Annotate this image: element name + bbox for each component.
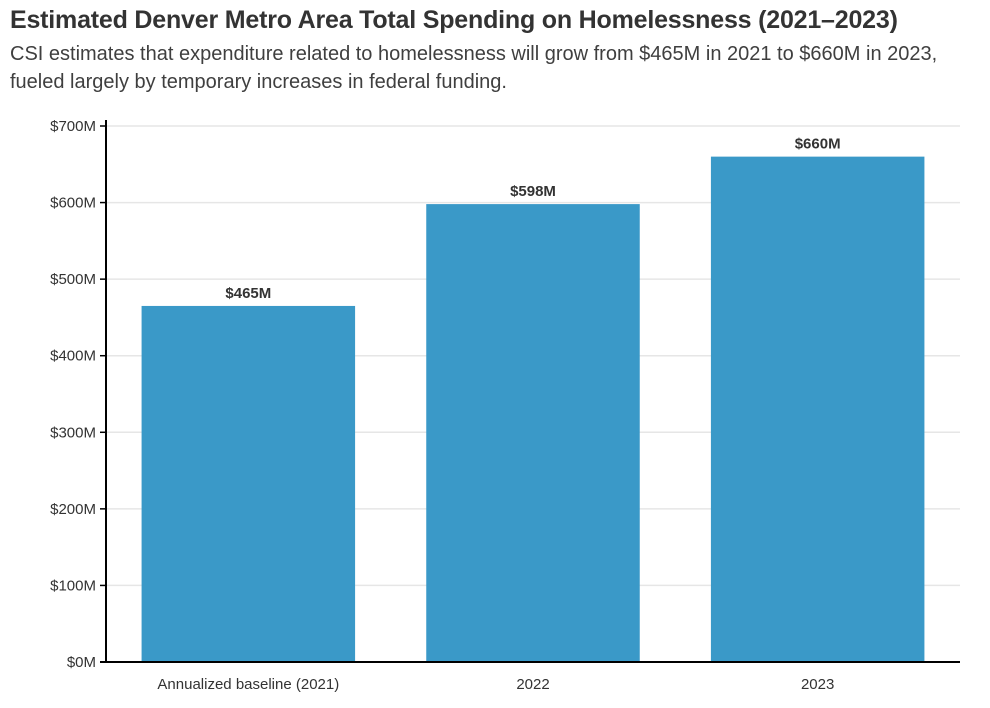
bar <box>710 156 925 662</box>
chart-title: Estimated Denver Metro Area Total Spendi… <box>10 6 898 34</box>
y-tick-label: $500M <box>50 271 96 288</box>
chart-subtitle: CSI estimates that expenditure related t… <box>10 43 938 93</box>
bar <box>141 305 356 662</box>
x-tick-labels: Annualized baseline (2021) 2022 2023 <box>157 676 834 693</box>
y-tick-label: $0M <box>67 654 96 671</box>
y-tick-labels: $0M $100M $200M $300M $400M $500M $600M $700M <box>50 118 96 671</box>
axes <box>100 120 960 663</box>
data-label: $465M <box>225 285 271 302</box>
y-tick-label: $600M <box>50 195 96 212</box>
y-tick-label: $200M <box>50 501 96 518</box>
data-labels: $465M $598M $660M <box>225 136 840 302</box>
bar <box>426 204 640 663</box>
data-label: $660M <box>795 136 841 153</box>
bars <box>141 156 925 663</box>
y-tick-label: $700M <box>50 118 96 135</box>
y-tick-label: $100M <box>50 577 96 594</box>
x-tick-label: 2022 <box>516 676 549 693</box>
y-tick-label: $400M <box>50 348 96 365</box>
x-tick-label: Annualized baseline (2021) <box>157 676 339 693</box>
y-tick-label: $300M <box>50 424 96 441</box>
x-tick-label: 2023 <box>801 676 834 693</box>
data-label: $598M <box>510 183 556 200</box>
